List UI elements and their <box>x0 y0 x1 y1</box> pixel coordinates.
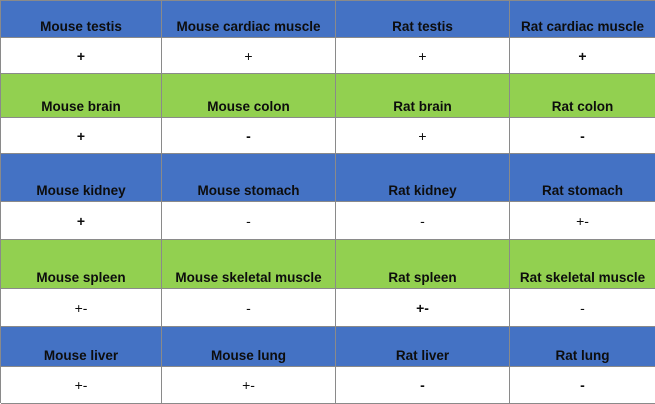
value-cell: + <box>1 202 162 240</box>
value-cell: + <box>162 38 336 74</box>
header-cell: Mouse kidney <box>1 154 162 202</box>
value-cell: +- <box>1 367 162 404</box>
header-cell: Mouse liver <box>1 327 162 367</box>
header-cell: Rat spleen <box>336 240 510 289</box>
header-cell: Rat lung <box>510 327 655 367</box>
header-cell: Mouse skeletal muscle <box>162 240 336 289</box>
header-cell: Rat brain <box>336 74 510 118</box>
value-cell: +- <box>336 289 510 327</box>
value-cell: + <box>336 118 510 154</box>
value-cell: - <box>162 118 336 154</box>
header-cell: Mouse brain <box>1 74 162 118</box>
value-cell: + <box>1 118 162 154</box>
value-cell: - <box>510 118 655 154</box>
value-cell: +- <box>510 202 655 240</box>
value-cell: - <box>162 202 336 240</box>
header-cell: Mouse colon <box>162 74 336 118</box>
value-cell: + <box>510 38 655 74</box>
value-cell: - <box>510 289 655 327</box>
header-cell: Rat colon <box>510 74 655 118</box>
header-cell: Mouse stomach <box>162 154 336 202</box>
value-cell: - <box>162 289 336 327</box>
value-cell: - <box>510 367 655 404</box>
value-cell: +- <box>1 289 162 327</box>
header-cell: Mouse lung <box>162 327 336 367</box>
value-cell: + <box>336 38 510 74</box>
header-cell: Rat skeletal muscle <box>510 240 655 289</box>
header-cell: Rat cardiac muscle <box>510 1 655 38</box>
header-cell: Rat stomach <box>510 154 655 202</box>
value-cell: +- <box>162 367 336 404</box>
header-cell: Mouse cardiac muscle <box>162 1 336 38</box>
value-cell: + <box>1 38 162 74</box>
header-cell: Rat testis <box>336 1 510 38</box>
header-cell: Mouse testis <box>1 1 162 38</box>
header-cell: Rat liver <box>336 327 510 367</box>
value-cell: - <box>336 367 510 404</box>
value-cell: - <box>336 202 510 240</box>
header-cell: Mouse spleen <box>1 240 162 289</box>
header-cell: Rat kidney <box>336 154 510 202</box>
